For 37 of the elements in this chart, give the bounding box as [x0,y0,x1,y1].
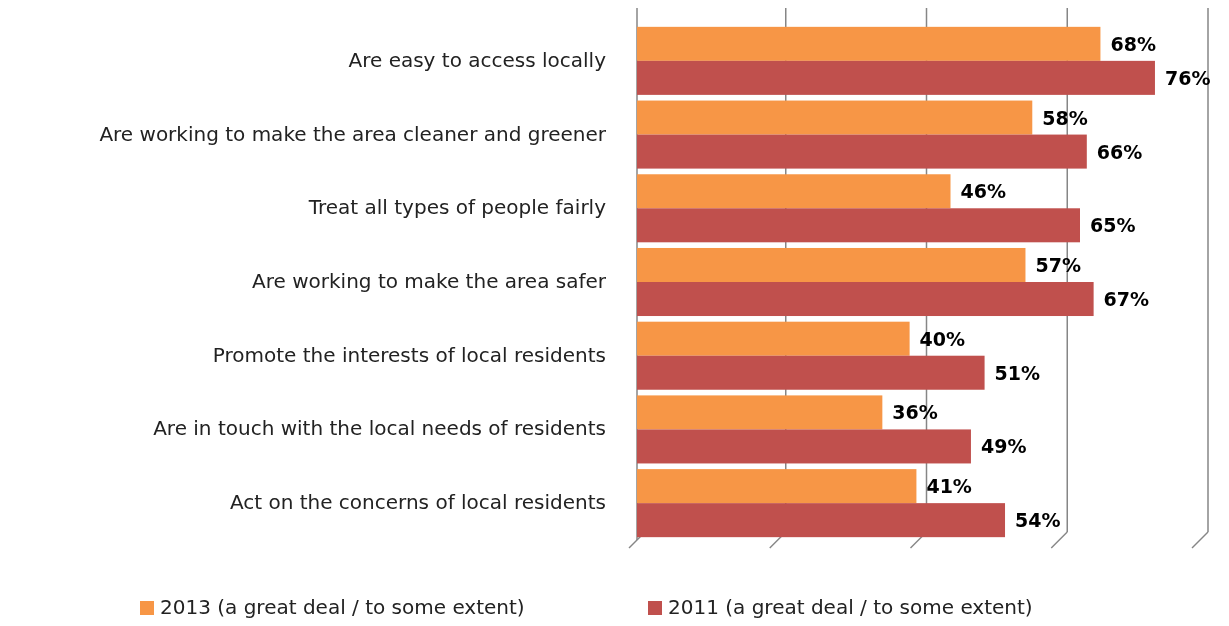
y-tick-label: Are working to make the area cleaner and greener [99,121,607,146]
bar [637,134,1087,169]
bar [637,282,1094,317]
y-tick-label: Promote the interests of local residents [212,342,606,367]
bar [637,355,985,390]
data-label: 66% [1096,140,1143,163]
data-label: 58% [1042,106,1088,129]
data-label: 67% [1103,288,1150,311]
bar [637,395,883,430]
data-label: 51% [994,361,1041,384]
y-tick-label: Are easy to access locally [348,47,607,72]
y-tick-label: Act on the concerns of local residents [229,490,606,515]
legend-label: 2011 (a great deal / to some extent) [668,595,1033,619]
bar [637,208,1080,243]
y-tick-label: Are working to make the area safer [252,269,607,293]
data-label: 65% [1089,214,1136,237]
data-label: 46% [960,180,1006,203]
bar [637,26,1101,61]
bar [637,174,951,209]
bar [637,503,1006,538]
bar [637,429,971,464]
data-label: 40% [919,327,966,350]
bar [637,247,1026,282]
bar [637,100,1033,135]
y-tick-label: Treat all types of people fairly [307,195,607,220]
data-label: 54% [1015,509,1061,532]
bar [637,469,917,504]
bar [637,321,910,356]
data-label: 36% [892,401,938,424]
data-label: 68% [1110,32,1156,55]
data-label: 57% [1035,253,1081,276]
data-label: 49% [980,435,1027,458]
data-label: 76% [1164,66,1211,89]
y-tick-label: Are in touch with the local needs of residents [153,416,606,441]
bar [637,60,1155,95]
legend-label: 2013 (a great deal / to some extent) [160,595,525,619]
data-label: 41% [926,475,972,498]
